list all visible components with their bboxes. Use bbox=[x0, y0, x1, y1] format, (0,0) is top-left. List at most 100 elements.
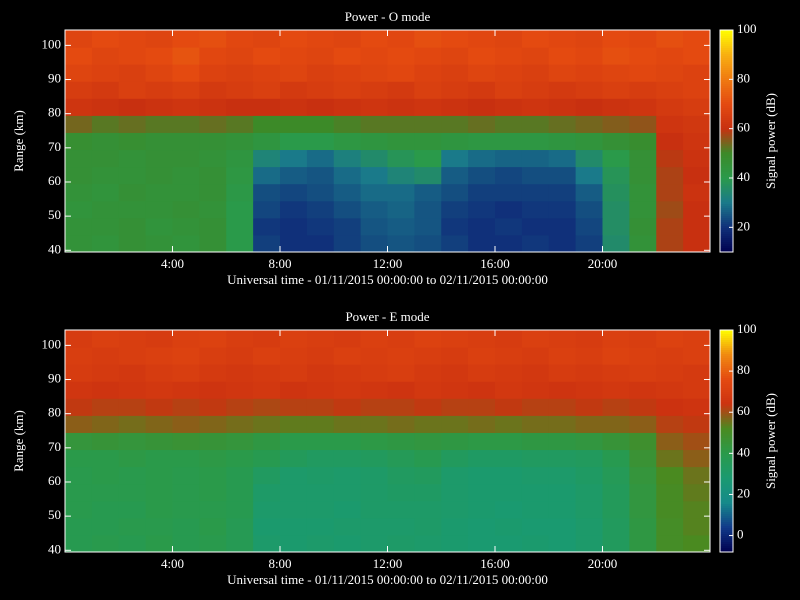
heat-cell bbox=[91, 200, 120, 219]
heat-cell bbox=[333, 183, 362, 202]
heat-cell bbox=[118, 64, 147, 82]
heat-cell bbox=[468, 415, 496, 433]
heat-cell bbox=[387, 398, 415, 416]
colorbar-strip bbox=[720, 208, 733, 211]
heat-cell bbox=[548, 166, 577, 185]
heat-cell bbox=[145, 47, 173, 65]
colorbar-strip bbox=[720, 396, 733, 399]
heat-cell bbox=[118, 534, 147, 553]
heat-cell bbox=[172, 47, 200, 65]
heat-cell bbox=[414, 64, 442, 82]
heat-cell bbox=[387, 483, 415, 502]
colorbar-strip bbox=[720, 508, 733, 511]
heat-cell bbox=[333, 347, 362, 365]
colorbar-strip bbox=[720, 344, 733, 347]
heat-cell bbox=[656, 500, 684, 519]
colorbar-strip bbox=[720, 356, 733, 359]
heat-cell bbox=[253, 166, 281, 185]
colorbar-strip bbox=[720, 86, 733, 89]
heat-cell bbox=[226, 517, 254, 536]
heat-cell bbox=[333, 115, 362, 133]
heat-cell bbox=[360, 132, 388, 151]
colorbar-strip bbox=[720, 540, 733, 543]
heat-cell bbox=[360, 98, 388, 116]
heat-cell bbox=[656, 81, 684, 99]
heat-cell bbox=[360, 432, 388, 451]
colorbar-strip bbox=[720, 70, 733, 73]
heat-cell bbox=[629, 166, 657, 185]
heat-cell bbox=[199, 517, 227, 536]
heat-cell bbox=[280, 449, 308, 468]
colorbar-strip bbox=[720, 370, 733, 373]
heat-cell bbox=[333, 466, 362, 485]
heat-cell bbox=[360, 483, 388, 502]
heat-cell bbox=[118, 166, 147, 185]
colorbar-strip bbox=[720, 350, 733, 353]
heat-cell bbox=[629, 81, 657, 99]
heat-cell bbox=[145, 149, 173, 168]
heat-cell bbox=[521, 149, 550, 168]
colorbar-strip bbox=[720, 242, 733, 245]
heat-cell bbox=[91, 449, 120, 468]
heat-cell bbox=[468, 81, 496, 99]
heat-cell bbox=[172, 149, 200, 168]
colorbar-strip bbox=[720, 84, 733, 87]
heat-cell bbox=[575, 500, 603, 519]
heat-cell bbox=[306, 534, 335, 553]
colorbar-strip bbox=[720, 94, 733, 97]
heat-cell bbox=[656, 200, 684, 219]
colorbar-strip bbox=[720, 104, 733, 107]
heat-cell bbox=[683, 234, 711, 253]
heat-cell bbox=[118, 381, 147, 399]
colorbar-strip bbox=[720, 112, 733, 115]
colorbar-strip bbox=[720, 204, 733, 207]
heat-cell bbox=[118, 234, 147, 253]
colorbar-strip bbox=[720, 486, 733, 489]
heat-cell bbox=[548, 364, 577, 382]
heat-cell bbox=[360, 149, 388, 168]
heat-cell bbox=[145, 132, 173, 151]
y-axis-label: Range (km) bbox=[11, 410, 26, 472]
heat-cell bbox=[548, 64, 577, 82]
heat-cell bbox=[118, 415, 147, 433]
heat-cell bbox=[629, 183, 657, 202]
heat-cell bbox=[253, 517, 281, 536]
heat-cell bbox=[118, 115, 147, 133]
heat-cell bbox=[683, 132, 711, 151]
heat-cell bbox=[145, 81, 173, 99]
colorbar-strip bbox=[720, 440, 733, 443]
heat-cell bbox=[360, 364, 388, 382]
colorbar-strip bbox=[720, 334, 733, 337]
heat-cell bbox=[441, 217, 469, 236]
colorbar-strip bbox=[720, 420, 733, 423]
colorbar-strip bbox=[720, 156, 733, 159]
heat-cell bbox=[65, 64, 93, 82]
heat-cell bbox=[495, 64, 523, 82]
heat-cell bbox=[548, 30, 577, 48]
heat-cell bbox=[118, 200, 147, 219]
heat-cell bbox=[333, 81, 362, 99]
colorbar-strip bbox=[720, 346, 733, 349]
colorbar-strip bbox=[720, 340, 733, 343]
colorbar-strip bbox=[720, 426, 733, 429]
colorbar-strip bbox=[720, 56, 733, 59]
colorbar-tick-label: 80 bbox=[737, 70, 750, 85]
heat-cell bbox=[441, 132, 469, 151]
heat-cell bbox=[521, 115, 550, 133]
heat-cell bbox=[65, 132, 93, 151]
colorbar-strip bbox=[720, 134, 733, 137]
heat-cell bbox=[629, 483, 657, 502]
colorbar-strip bbox=[720, 54, 733, 57]
colorbar-strip bbox=[720, 102, 733, 105]
heat-cell bbox=[683, 98, 711, 116]
heat-cell bbox=[333, 200, 362, 219]
colorbar-strip bbox=[720, 362, 733, 365]
colorbar-strip bbox=[720, 162, 733, 165]
heat-cell bbox=[468, 483, 496, 502]
heat-cell bbox=[280, 234, 308, 253]
heat-cell bbox=[602, 381, 630, 399]
colorbar-strip bbox=[720, 400, 733, 403]
heat-cell bbox=[414, 234, 442, 253]
heat-cell bbox=[306, 364, 335, 382]
